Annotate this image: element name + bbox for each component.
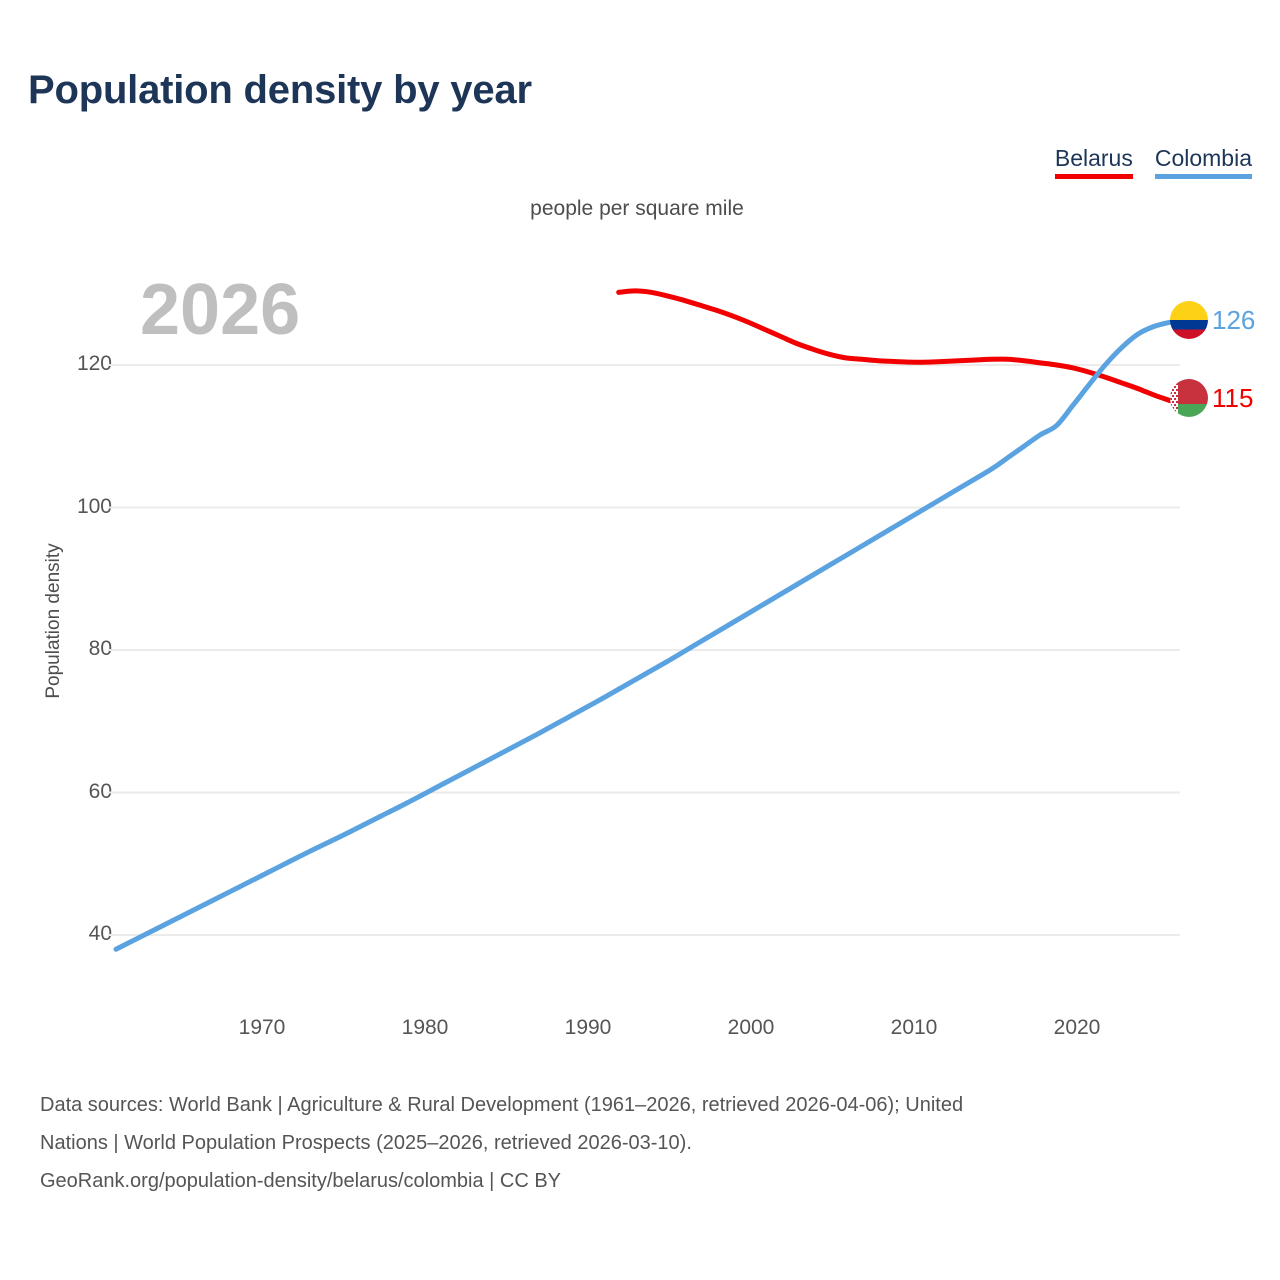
x-tick-label: 2000 xyxy=(727,1016,775,1039)
legend-color-rule-belarus xyxy=(1054,174,1133,179)
chart-legend: Belarus Colombia xyxy=(1054,145,1252,179)
legend-item-colombia[interactable]: Colombia xyxy=(1154,145,1252,179)
endpoint-value-colombia: 126 xyxy=(1212,305,1256,335)
year-watermark: 2026 xyxy=(140,270,301,350)
y-tick-label: 100 xyxy=(76,495,112,518)
gridlines xyxy=(108,364,1180,936)
footer-line-1: Data sources: World Bank | Agriculture &… xyxy=(40,1094,964,1116)
chart-subtitle: people per square mile xyxy=(0,197,1280,221)
x-tick-label: 1980 xyxy=(401,1016,449,1039)
legend-item-label: Belarus xyxy=(1054,145,1133,171)
x-tick-label: 1970 xyxy=(238,1016,286,1039)
chart-subtitle-text: people per square mile xyxy=(530,197,744,220)
page-title: Population density by year xyxy=(28,68,532,112)
series-line-belarus xyxy=(616,288,1173,404)
x-tick-label: 2010 xyxy=(890,1016,938,1039)
endpoint-value-belarus: 115 xyxy=(1212,383,1254,413)
x-tick-label: 1990 xyxy=(564,1016,612,1039)
x-tick-label: 2020 xyxy=(1053,1016,1101,1039)
y-tick-label: 40 xyxy=(88,922,112,945)
colombia-flag-icon xyxy=(1170,301,1208,339)
footer-line-3: GeoRank.org/population-density/belarus/c… xyxy=(40,1170,562,1192)
y-tick-label: 60 xyxy=(88,780,112,803)
y-tick-label: 120 xyxy=(76,352,112,375)
endpoint-colombia[interactable]: 126 xyxy=(1170,301,1255,339)
legend-item-label: Colombia xyxy=(1154,145,1252,171)
belarus-flag-icon xyxy=(1170,379,1208,417)
legend-item-belarus[interactable]: Belarus xyxy=(1054,145,1133,179)
y-tick-label: 80 xyxy=(88,637,112,660)
footer-sources: Data sources: World Bank | Agriculture &… xyxy=(40,1086,1255,1200)
y-axis-title: Population density xyxy=(43,543,64,699)
footer-line-2: Nations | World Population Prospects (20… xyxy=(40,1132,692,1154)
legend-color-rule-colombia xyxy=(1154,174,1252,179)
endpoint-belarus[interactable]: 115 xyxy=(1170,379,1253,417)
series-line-colombia xyxy=(113,319,1173,952)
